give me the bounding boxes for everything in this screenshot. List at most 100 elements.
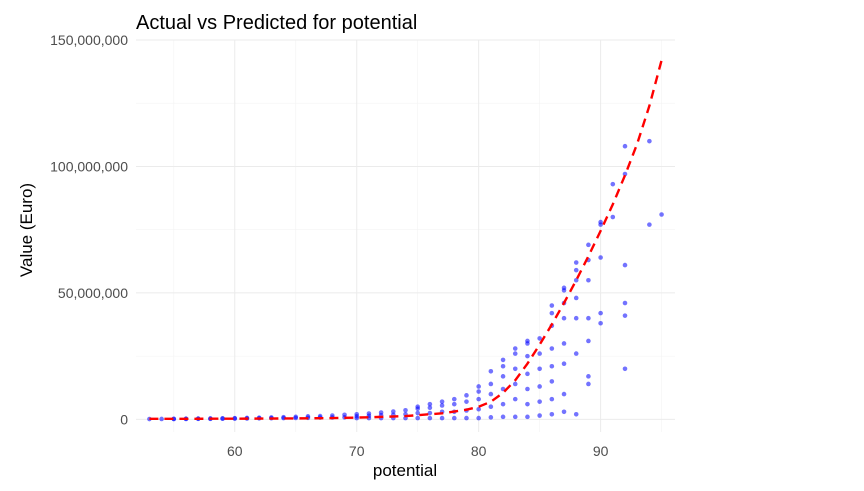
scatter-point [586, 381, 591, 387]
scatter-point [622, 300, 628, 306]
scatter-point [451, 401, 457, 407]
x-tick-label: 90 [593, 443, 609, 459]
scatter-point [476, 384, 481, 389]
scatter-point [549, 411, 555, 417]
scatter-point [525, 353, 530, 359]
scatter-point [415, 415, 420, 421]
scatter-point [476, 415, 481, 421]
scatter-point [549, 379, 555, 384]
scatter-point [403, 407, 408, 413]
data-points [147, 138, 664, 422]
scatter-point [378, 410, 384, 415]
scatter-point [573, 267, 579, 273]
scatter-point [525, 401, 530, 407]
chart-title: Actual vs Predicted for potential [136, 12, 417, 34]
scatter-point [488, 415, 494, 420]
scatter-point [549, 303, 555, 308]
scatter-point [586, 374, 591, 379]
scatter-point [464, 399, 469, 404]
x-tick-label: 80 [471, 443, 487, 459]
scatter-point [512, 351, 518, 356]
scatter-point [500, 363, 506, 369]
scatter-point [488, 391, 494, 397]
scatter-point [427, 401, 433, 407]
y-tick-label: 150,000,000 [50, 32, 128, 48]
scatter-point [647, 222, 652, 227]
scatter-point [573, 277, 579, 283]
scatter-point [549, 396, 555, 402]
fit-line-group [149, 59, 663, 420]
scatter-point [500, 357, 506, 363]
scatter-point [573, 315, 579, 321]
x-axis-title: potential [373, 461, 437, 480]
x-tick-label: 60 [227, 443, 243, 459]
scatter-point [525, 338, 530, 344]
scatter-point [439, 403, 445, 408]
scatter-point [488, 369, 494, 374]
scatter-point [464, 393, 469, 398]
scatter-point [232, 415, 238, 421]
y-tick-label: 100,000,000 [50, 158, 128, 174]
scatter-point [598, 320, 603, 326]
scatter-point [366, 411, 372, 416]
scatter-point [488, 381, 494, 387]
scatter-point [512, 346, 518, 351]
scatter-point [586, 242, 591, 248]
scatter-point [537, 366, 542, 372]
scatter-point [598, 310, 603, 316]
scatter-point [439, 399, 445, 404]
scatter-point [610, 214, 616, 220]
scatter-point [476, 389, 481, 394]
scatter-point [525, 371, 530, 377]
scatter-point [451, 396, 457, 402]
scatter-point [573, 260, 579, 265]
scatter-point [598, 219, 603, 225]
scatter-point [573, 351, 579, 356]
scatter-point [561, 391, 567, 397]
scatter-point [610, 181, 616, 187]
scatter-point [476, 406, 481, 412]
scatter-point [525, 414, 530, 420]
y-axis-title: Value (Euro) [17, 183, 36, 277]
scatter-point [537, 413, 542, 418]
y-tick-label: 0 [120, 411, 128, 427]
scatter-point [561, 315, 567, 321]
scatter-point [500, 414, 506, 420]
scatter-point [525, 386, 530, 392]
scatter-point [415, 410, 420, 416]
scatter-point [622, 313, 628, 318]
scatter-point [427, 415, 433, 421]
scatter-point [512, 381, 518, 387]
scatter-point [622, 262, 628, 268]
scatter-point [512, 396, 518, 402]
scatter-point [622, 366, 628, 372]
scatter-point [549, 346, 555, 351]
y-tick-label: 50,000,000 [58, 285, 128, 301]
scatter-point [500, 374, 506, 379]
scatter-point [464, 415, 469, 421]
scatter-point [586, 338, 591, 344]
scatter-point [561, 341, 567, 346]
x-axis-ticks: 60 70 80 90 [227, 443, 609, 459]
scatter-point [561, 285, 567, 291]
scatter-point [220, 416, 225, 421]
scatter-point [391, 409, 396, 414]
scatter-point [561, 409, 567, 415]
scatter-point [512, 414, 518, 420]
scatter-point [549, 310, 555, 316]
scatter-point [427, 410, 433, 416]
scatter-point [537, 351, 542, 356]
scatter-point [488, 404, 494, 410]
scatter-point [415, 404, 420, 410]
scatter-point [342, 412, 347, 418]
scatter-point [586, 277, 591, 283]
scatter-point [427, 405, 433, 411]
scatter-point [159, 416, 164, 422]
scatter-point [573, 295, 579, 301]
scatter-point [451, 415, 457, 421]
scatter-point [561, 361, 567, 367]
scatter-point [537, 399, 542, 404]
scatter-point [330, 413, 335, 418]
